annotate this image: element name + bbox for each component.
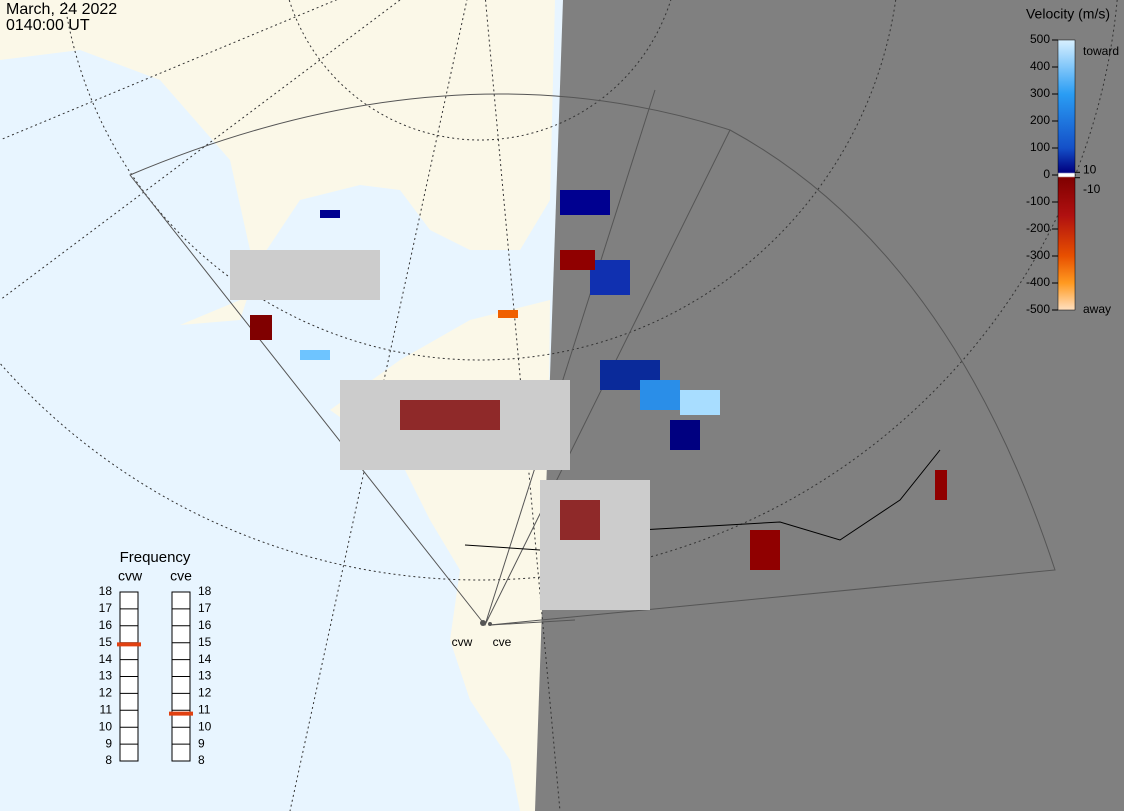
frequency-tick-label: 8 xyxy=(105,753,112,767)
radar-fan xyxy=(129,89,1056,626)
velocity-cells xyxy=(230,190,947,610)
frequency-tick-label: 10 xyxy=(198,719,212,733)
colorbar-tick-label: 500 xyxy=(1030,32,1050,46)
time: 0140:00 UT xyxy=(6,17,90,34)
colorbar-tick-label: 200 xyxy=(1030,113,1050,127)
colorbar-tick-label: 300 xyxy=(1030,86,1050,100)
frequency-tick-label: 12 xyxy=(198,686,212,700)
frequency-tick-label: 16 xyxy=(198,618,212,632)
colorbar-tick-label: -300 xyxy=(1026,248,1050,262)
colorbar xyxy=(1057,39,1076,311)
colorbar-tick-label: -500 xyxy=(1026,302,1050,316)
frequency-tick-label: 8 xyxy=(198,753,205,767)
frequency-tick-label: 11 xyxy=(198,702,211,716)
station-label: cvw xyxy=(452,635,473,649)
frequency-tick-label: 16 xyxy=(99,618,113,632)
colorbar-label: toward xyxy=(1083,44,1119,58)
frequency-tick-label: 13 xyxy=(99,669,113,683)
cutoff-label: 10 xyxy=(1083,162,1097,176)
land xyxy=(0,0,555,325)
frequency-title: Frequency xyxy=(120,549,191,566)
frequency-tick-label: 15 xyxy=(198,635,212,649)
frequency-tick-label: 13 xyxy=(198,669,212,683)
frequency-tick-label: 17 xyxy=(99,601,113,615)
night-shade xyxy=(535,0,1124,811)
colorbar-tick-label: 100 xyxy=(1030,140,1050,154)
frequency-tick-label: 14 xyxy=(99,652,113,666)
frequency-tick-label: 17 xyxy=(198,601,212,615)
frequency-tick-label: 18 xyxy=(198,584,212,598)
colorbar-tick-label: -400 xyxy=(1026,275,1050,289)
cutoff-label: -10 xyxy=(1083,182,1101,196)
colorbar-title: Velocity (m/s) xyxy=(1026,6,1110,22)
frequency-tick-label: 11 xyxy=(100,702,113,716)
colorbar-tick-label: 0 xyxy=(1043,167,1050,181)
radar-name: cvw xyxy=(118,568,143,584)
radar-name: cve xyxy=(170,568,192,584)
frequency-tick-label: 15 xyxy=(99,635,113,649)
frequency-tick-label: 9 xyxy=(105,736,112,750)
frequency-tick-label: 12 xyxy=(99,686,113,700)
frequency-tick-label: 18 xyxy=(99,584,113,598)
station-marker xyxy=(480,620,486,626)
colorbar-label: away xyxy=(1083,302,1111,316)
colorbar-tick-label: -100 xyxy=(1026,194,1050,208)
frequency-tick-label: 10 xyxy=(99,719,113,733)
frequency-tick-label: 14 xyxy=(198,652,212,666)
date: March, 24 2022 xyxy=(6,1,117,18)
station-label: cve xyxy=(493,635,512,649)
colorbar-tick-label: -200 xyxy=(1026,221,1050,235)
station-marker xyxy=(488,622,492,626)
frequency-tick-label: 9 xyxy=(198,736,205,750)
colorbar-tick-label: 400 xyxy=(1030,59,1050,73)
